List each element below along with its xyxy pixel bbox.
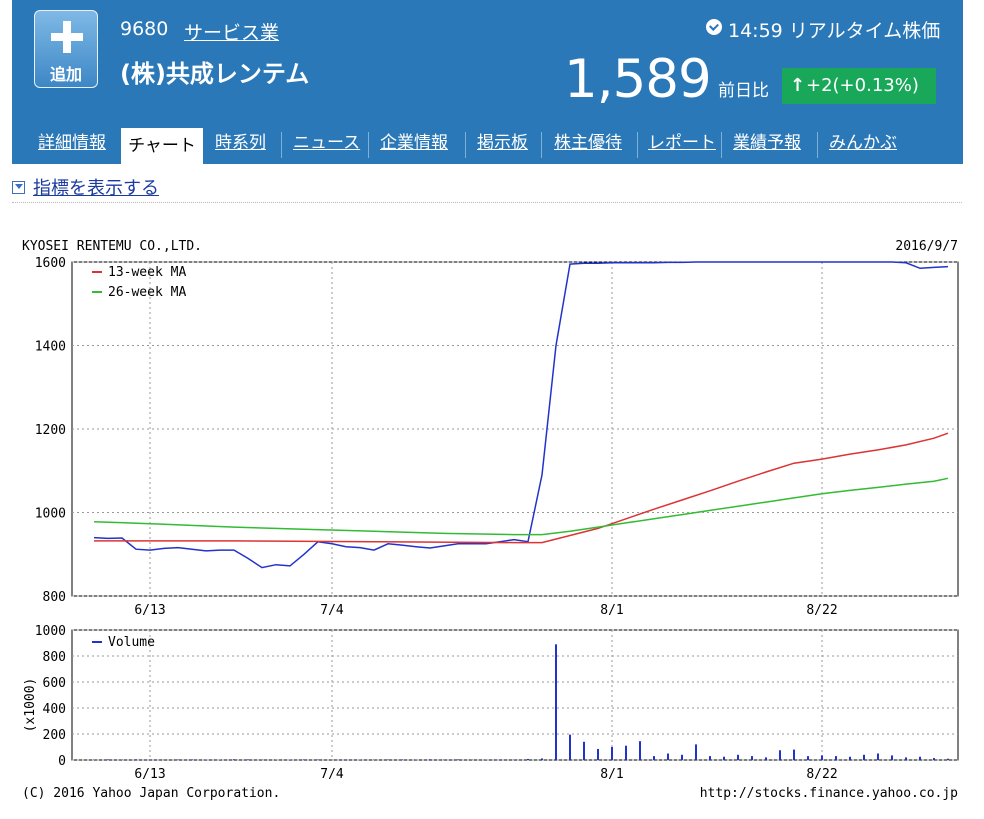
price-change-value: +2(+0.13%) [806, 75, 919, 96]
price-y-tick: 800 [43, 590, 66, 605]
tab-chart[interactable]: チャート [121, 128, 203, 164]
price-y-tick: 1200 [35, 423, 66, 438]
add-button-label: 追加 [49, 65, 82, 84]
series-price [93, 261, 949, 569]
prev-day-label: 前日比 [718, 81, 769, 101]
legend-label: 26-week MA [108, 285, 186, 300]
volume-x-tick: 7/4 [320, 767, 344, 782]
price-x-tick: 8/1 [600, 603, 623, 618]
volume-x-tick: 6/13 [134, 767, 165, 782]
divider [12, 202, 962, 203]
company-name: (株)共成レンテム [120, 60, 310, 88]
volume-legend-label: Volume [108, 635, 155, 650]
price-x-tick: 8/22 [806, 603, 837, 618]
volume-x-tick: 8/22 [806, 767, 837, 782]
price-y-tick: 1400 [35, 340, 66, 355]
tab-report[interactable]: レポート [648, 133, 716, 153]
chart-date: 2016/9/7 [895, 239, 958, 254]
volume-y-tick: 800 [43, 650, 66, 665]
price-plot-frame [71, 261, 959, 597]
realtime-label: 14:59 リアルタイム株価 [728, 20, 941, 42]
volume-panel: 0 200 400 600 800 1000 6/13 7/4 8/1 8/22 Volume (x1… [23, 624, 959, 782]
price-y-tick: 1000 [35, 507, 66, 522]
series-13-week-ma [94, 432, 949, 544]
price-x-tick: 6/13 [134, 603, 165, 618]
stock-price: 1,589 [564, 49, 712, 110]
show-indicators-label: 指標を表示する [33, 178, 159, 199]
source-url[interactable]: http://stocks.finance.yahoo.co.jp [700, 786, 958, 801]
tab-board[interactable]: 掲示板 [477, 133, 528, 153]
up-arrow-icon: ↑ [790, 75, 806, 96]
dropdown-icon [12, 180, 25, 194]
industry-link[interactable]: サービス業 [184, 22, 280, 44]
tab-timeseries[interactable]: 時系列 [215, 133, 266, 153]
volume-y-label: (x1000) [23, 678, 38, 733]
tab-details[interactable]: 詳細情報 [38, 133, 106, 153]
tab-forecast[interactable]: 業績予報 [733, 133, 801, 153]
chart-title: KYOSEI RENTEMU CO.,LTD. [22, 239, 202, 254]
price-x-tick: 7/4 [320, 603, 344, 618]
plus-icon [49, 19, 85, 55]
price-y-tick: 1600 [35, 256, 66, 271]
volume-x-tick: 8/1 [600, 767, 623, 782]
tab-minkabu[interactable]: みんかぶ [829, 133, 897, 153]
volume-y-tick: 400 [43, 702, 66, 717]
tab-benefits[interactable]: 株主優待 [554, 133, 622, 153]
volume-y-tick: 600 [43, 676, 66, 691]
volume-y-tick: 1000 [35, 624, 66, 639]
price-panel: 800 1000 1200 1400 1600 6/13 7/4 8/1 8/22 13-week… [35, 256, 959, 618]
legend-label: 13-week MA [108, 265, 186, 280]
clock-check-icon [706, 19, 722, 35]
series-26-week-ma [93, 477, 949, 536]
tab-company[interactable]: 企業情報 [380, 133, 448, 153]
stock-chart: KYOSEI RENTEMU CO.,LTD. 2016/9/7 800 1000… [22, 239, 959, 801]
price-change-badge: ↑ +2(+0.13%) [782, 68, 936, 104]
stock-code: 9680 [120, 18, 169, 40]
volume-y-tick: 200 [43, 728, 66, 743]
copyright: (C) 2016 Yahoo Japan Corporation. [22, 786, 280, 801]
tab-news[interactable]: ニュース [293, 133, 361, 153]
show-indicators-toggle[interactable]: 指標を表示する [12, 174, 159, 200]
tab-bar: 詳細情報 チャート 時系列 ニュース 企業情報 掲示板 株主優待 レポート 業績… [12, 128, 963, 164]
stock-header: 追加 9680 サービス業 (株)共成レンテム 14:59 リアルタイム株価 1… [12, 0, 963, 164]
volume-y-tick: 0 [58, 754, 66, 769]
volume-plot-frame [71, 629, 959, 761]
add-portfolio-button[interactable]: 追加 [34, 10, 98, 88]
